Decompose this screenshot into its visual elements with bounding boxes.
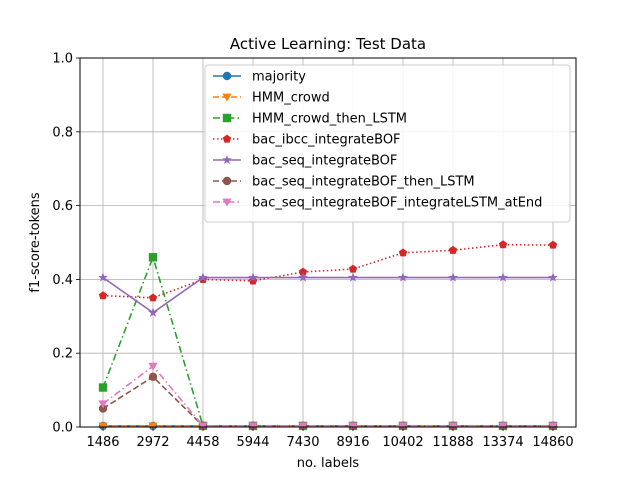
- legend-label: majority: [252, 70, 306, 85]
- axes-ticks: 1486 2972 4458 5944 7430 8916 10402 11888 13374 1…: [52, 52, 573, 451]
- series-line: [102, 243, 554, 299]
- data-point: [498, 272, 508, 282]
- x-tick-label: 10402: [382, 435, 423, 450]
- x-tick-label: 1486: [86, 435, 119, 450]
- legend-label: bac_seq_integrateBOF_then_LSTM: [252, 175, 475, 190]
- legend-label: HMM_crowd_then_LSTM: [252, 112, 407, 127]
- legend-marker: [222, 113, 232, 123]
- legend-entry: bac_ibcc_integrateBOF: [213, 133, 401, 148]
- legend-label: bac_seq_integrateBOF_integrateLSTM_atEnd: [252, 196, 542, 211]
- legend-entry: HMM_crowd_then_LSTM: [213, 112, 407, 127]
- data-point: [548, 272, 558, 282]
- series-line: [102, 365, 553, 427]
- y-tick-label: 1.0: [52, 52, 73, 67]
- legend-entry: majority: [213, 70, 306, 85]
- x-tick-label: 4458: [186, 435, 219, 450]
- data-point: [148, 372, 158, 382]
- legend-label: bac_seq_integrateBOF: [252, 154, 397, 169]
- x-tick-label: 7430: [286, 435, 319, 450]
- x-axis-label: no. labels: [297, 456, 360, 471]
- legend: majority HMM_crowd HMM_crowd_then_LSTM bac_…: [204, 64, 571, 223]
- x-tick-label: 11888: [432, 435, 473, 450]
- x-tick-label: 2972: [136, 435, 169, 450]
- legend-box: [204, 64, 571, 223]
- x-tick-label: 5944: [236, 435, 269, 450]
- series-line: [102, 276, 553, 314]
- legend-entry: bac_seq_integrateBOF: [213, 154, 397, 169]
- data-point: [98, 404, 108, 413]
- data-point: [248, 276, 258, 285]
- data-point: [298, 272, 308, 282]
- data-point: [448, 245, 458, 254]
- data-point: [148, 293, 158, 302]
- data-point: [198, 272, 208, 282]
- y-tick-label: 0.8: [52, 125, 73, 140]
- y-tick-label: 0.4: [52, 273, 73, 288]
- data-point: [348, 264, 358, 273]
- y-tick-label: 0.6: [52, 199, 73, 214]
- data-point: [98, 400, 108, 409]
- series-bac_seq_integrateBOF: [98, 272, 558, 317]
- legend-marker: [222, 198, 232, 207]
- chart-title: Active Learning: Test Data: [230, 35, 426, 53]
- legend-entry: HMM_crowd: [213, 91, 330, 106]
- data-point: [398, 272, 408, 282]
- legend-marker: [222, 134, 232, 143]
- plot-frame: [79, 57, 577, 428]
- data-point: [498, 240, 508, 249]
- legend-marker: [222, 176, 232, 186]
- legend-marker: [222, 93, 232, 102]
- data-point: [98, 291, 108, 300]
- data-point: [98, 383, 108, 392]
- y-tick-label: 0.2: [52, 347, 73, 362]
- data-point: [148, 307, 158, 317]
- x-tick-label: 13374: [482, 435, 523, 450]
- legend-marker: [222, 154, 232, 165]
- legend-label: HMM_crowd: [252, 91, 330, 106]
- data-point: [548, 240, 558, 249]
- y-axis-label: f1-score-tokens: [28, 192, 43, 293]
- data-point: [148, 362, 158, 371]
- data-point: [448, 272, 458, 282]
- data-point: [298, 267, 308, 276]
- data-point: [148, 253, 158, 262]
- x-tick-label: 8916: [336, 435, 369, 450]
- legend-entry: bac_seq_integrateBOF_integrateLSTM_atEnd: [213, 196, 542, 211]
- legend-label: bac_ibcc_integrateBOF: [252, 133, 401, 148]
- y-tick-label: 0.0: [52, 421, 73, 436]
- data-point: [248, 272, 258, 282]
- data-point: [98, 272, 108, 282]
- legend-entry: bac_seq_integrateBOF_then_LSTM: [213, 175, 475, 190]
- x-tick-label: 14860: [532, 435, 573, 450]
- legend-marker: [222, 71, 232, 81]
- data-point: [348, 272, 358, 282]
- data-point: [398, 248, 408, 257]
